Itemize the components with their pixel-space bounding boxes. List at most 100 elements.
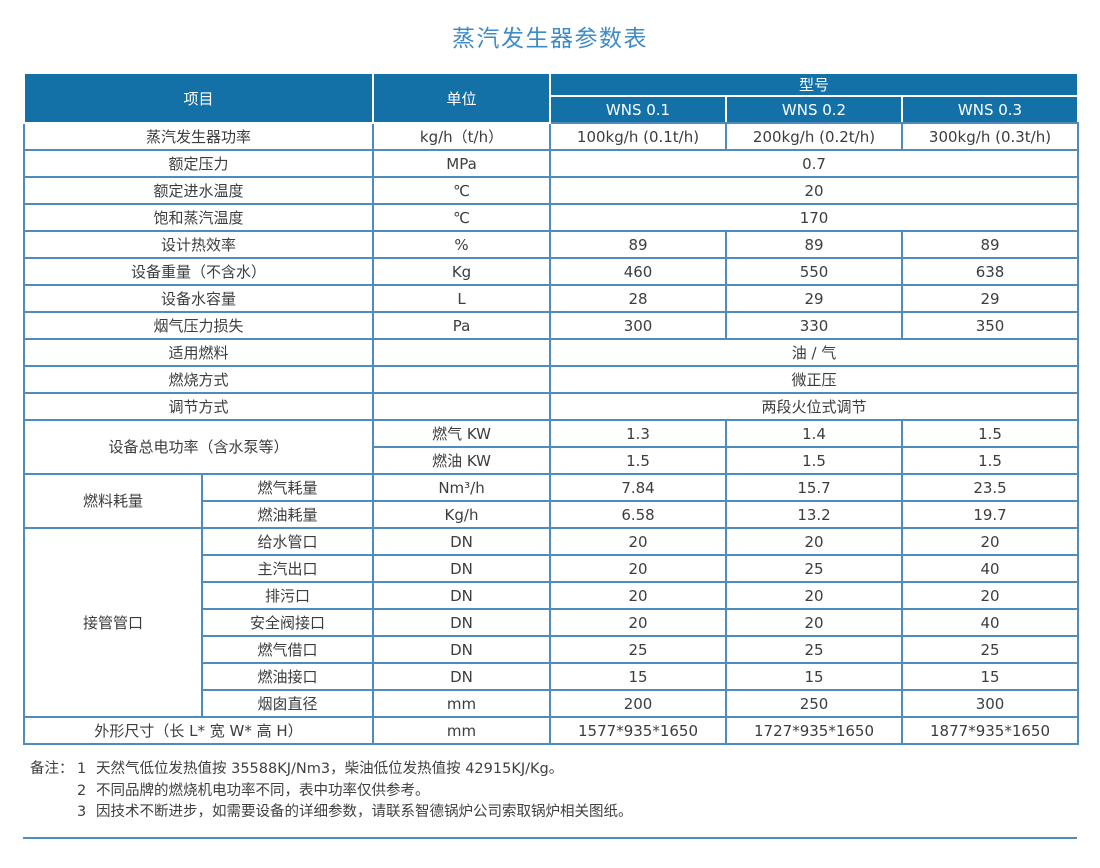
row-label-cell: 饱和蒸汽温度: [22, 203, 375, 232]
sub-label-cell: 燃油耗量: [200, 500, 375, 529]
value-cell: 40: [901, 554, 1080, 583]
header-row-top: 项目 单位 型号: [22, 72, 1080, 124]
merged-value-cell: 微正压: [549, 365, 1080, 394]
page-title: 蒸汽发生器参数表: [452, 26, 648, 52]
unit-cell: DN: [372, 581, 552, 610]
row-label-cell: 燃烧方式: [22, 365, 375, 394]
value-cell: 300: [549, 311, 728, 340]
value-cell: 6.58: [549, 500, 728, 529]
sub-label-cell: 烟囱直径: [200, 689, 375, 718]
merged-value-cell: 油 / 气: [549, 338, 1080, 367]
value-cell: 1.3: [549, 419, 728, 448]
value-cell: 300: [901, 689, 1080, 718]
spec-table: 项目 单位 型号 WNS 0.1 WNS 0.2 WNS 0.3 蒸汽发生器功率…: [22, 72, 1080, 745]
row-label-cell: 外形尺寸（长 L* 宽 W* 高 H）: [22, 716, 375, 745]
sub-label-cell: 安全阀接口: [200, 608, 375, 637]
value-cell: 89: [901, 230, 1080, 259]
note-line: 备注： 1 天然气低位发热值按 35588KJ/Nm3，柴油低位发热值按 429…: [30, 759, 1100, 781]
group-label-cell: 设备总电功率（含水泵等）: [22, 419, 375, 475]
value-cell: 15: [901, 662, 1080, 691]
unit-cell: [372, 365, 552, 394]
value-cell: 20: [549, 554, 728, 583]
row-label-cell: 烟气压力损失: [22, 311, 375, 340]
note-text: 不同品牌的燃烧机电功率不同，表中功率仅供参考。: [96, 782, 430, 799]
sub-label-cell: 给水管口: [200, 527, 375, 556]
unit-cell: DN: [372, 635, 552, 664]
value-cell: 20: [725, 581, 904, 610]
table-row: 额定进水温度 ℃ 20: [22, 176, 1080, 205]
table-row: 烟囱直径 mm 200 250 300: [24, 689, 1080, 718]
unit-cell: DN: [372, 554, 552, 583]
notes-label-spacer: [30, 802, 77, 824]
unit-cell: Pa: [372, 311, 552, 340]
table-row: 调节方式 两段火位式调节: [22, 392, 1080, 421]
value-cell: 89: [549, 230, 728, 259]
row-label-cell: 调节方式: [22, 392, 375, 421]
value-cell: 25: [725, 554, 904, 583]
header-item: 项目: [22, 72, 375, 124]
notes-label: 备注：: [30, 761, 74, 777]
value-cell: 20: [901, 581, 1080, 610]
unit-cell: [372, 392, 552, 421]
table-header: 项目 单位 型号 WNS 0.1 WNS 0.2 WNS 0.3: [22, 72, 1080, 124]
sub-label-cell: 主汽出口: [200, 554, 375, 583]
value-cell: 29: [725, 284, 904, 313]
table-row: 设备重量（不含水） Kg 460 550 638: [22, 257, 1080, 286]
value-cell: 19.7: [901, 500, 1080, 529]
table-row: 额定压力 MPa 0.7: [22, 149, 1080, 178]
unit-cell: MPa: [372, 149, 552, 178]
unit-cell: DN: [372, 608, 552, 637]
header-model-2: WNS 0.2: [725, 95, 904, 124]
header-model-3: WNS 0.3: [901, 95, 1080, 124]
value-cell: 460: [549, 257, 728, 286]
unit-cell: mm: [372, 716, 552, 745]
header-model-1: WNS 0.1: [549, 95, 728, 124]
table-row: 燃油接口 DN 15 15 15: [24, 662, 1080, 691]
table-row: 燃烧方式 微正压: [22, 365, 1080, 394]
note-number: 2: [77, 782, 87, 799]
value-cell: 1877*935*1650: [901, 716, 1080, 745]
unit-cell: 燃油 KW: [372, 446, 552, 475]
unit-cell: Kg: [372, 257, 552, 286]
sub-label-cell: 燃气借口: [200, 635, 375, 664]
row-label-cell: 额定进水温度: [22, 176, 375, 205]
table-row: 饱和蒸汽温度 ℃ 170: [22, 203, 1080, 232]
note-number: 1: [77, 761, 87, 777]
row-label-cell: 适用燃料: [22, 338, 375, 367]
row-label-cell: 设计热效率: [22, 230, 375, 259]
value-cell: 350: [901, 311, 1080, 340]
unit-cell: L: [372, 284, 552, 313]
value-cell: 25: [549, 635, 728, 664]
sub-label-cell: 燃气耗量: [200, 473, 375, 502]
table-row: 排污口 DN 20 20 20: [24, 581, 1080, 610]
value-cell: 7.84: [549, 473, 728, 502]
group-label-cell: 燃料耗量: [23, 473, 203, 529]
table-row: 烟气压力损失 Pa 300 330 350: [22, 311, 1080, 340]
table-row: 设备总电功率（含水泵等） 燃气 KW 1.3 1.4 1.5: [22, 419, 1080, 475]
value-cell: 25: [725, 635, 904, 664]
table-row: 设备水容量 L 28 29 29: [22, 284, 1080, 313]
value-cell: 300kg/h (0.3t/h): [901, 122, 1080, 151]
unit-cell: ℃: [372, 176, 552, 205]
row-label-cell: 蒸汽发生器功率: [22, 122, 375, 151]
value-cell: 20: [549, 581, 728, 610]
bottom-divider: [23, 836, 1077, 839]
header-unit: 单位: [372, 72, 552, 124]
value-cell: 13.2: [725, 500, 904, 529]
table-row: 燃油 KW 1.5 1.5 1.5: [24, 446, 1080, 475]
value-cell: 20: [901, 527, 1080, 556]
unit-cell: mm: [372, 689, 552, 718]
row-label-cell: 设备水容量: [22, 284, 375, 313]
table-row: 适用燃料 油 / 气: [22, 338, 1080, 367]
sub-label-cell: 燃油接口: [200, 662, 375, 691]
header-model-group: 型号: [549, 72, 1080, 97]
value-cell: 550: [725, 257, 904, 286]
value-cell: 40: [901, 608, 1080, 637]
value-cell: 20: [725, 527, 904, 556]
unit-cell: Nm³/h: [372, 473, 552, 502]
table-row: 蒸汽发生器功率 kg/h（t/h） 100kg/h (0.1t/h) 200kg…: [22, 122, 1080, 151]
value-cell: 1.4: [725, 419, 904, 448]
value-cell: 20: [549, 608, 728, 637]
value-cell: 15: [725, 662, 904, 691]
note-text: 因技术不断进步，如需要设备的详细参数，请联系智德锅炉公司索取锅炉相关图纸。: [96, 804, 633, 820]
